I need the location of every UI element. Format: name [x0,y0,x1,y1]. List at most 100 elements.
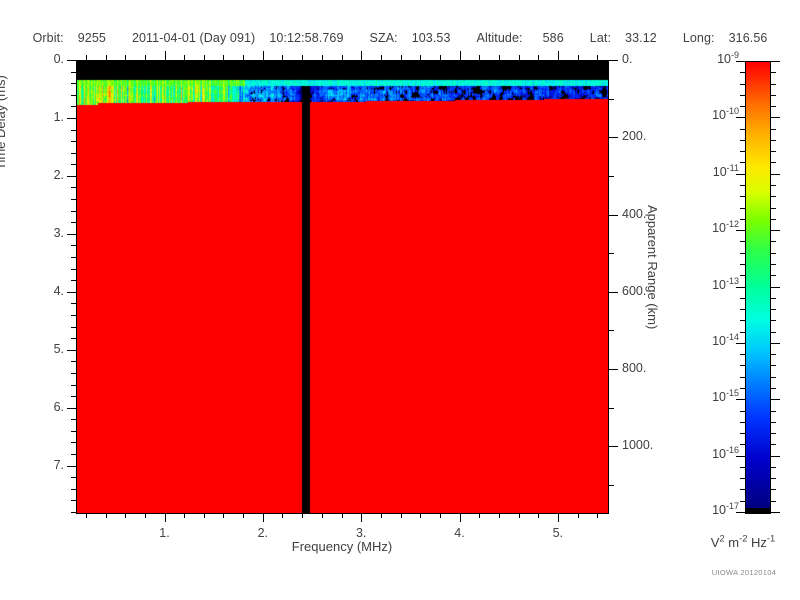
y-axis-tick [67,466,76,467]
colorbar-minor-tick-left [740,72,745,73]
x-axis-tick-top [106,55,107,60]
colorbar-minor-tick [771,332,776,333]
colorbar-tick-right [771,287,780,288]
x-axis-tick-top [479,55,480,60]
y-axis-tick [71,512,76,513]
x-axis-tick-label: 1. [159,526,170,540]
x-axis-tick-top [499,55,500,60]
x-axis-tick [204,513,205,518]
x-axis-tick-top [401,55,402,60]
long-value: 316.56 [728,31,768,45]
x-axis-tick [263,513,264,522]
y2-axis-tick [609,369,618,370]
y-axis-tick-label: 7. [53,457,64,472]
y-axis-tick [71,141,76,142]
y-axis-tick [67,176,76,177]
y2-axis-tick [609,292,618,293]
colorbar-minor-tick [771,72,776,73]
x-axis-tick [125,513,126,518]
colorbar-minor-tick-left [740,433,745,434]
x-axis-tick [538,513,539,518]
x-axis-tick-top [86,55,87,60]
y-axis-tick [67,234,76,235]
colorbar-tick [736,512,745,513]
colorbar-minor-tick [771,196,776,197]
y-axis-tick [71,396,76,397]
colorbar-tick-label: 10-12 [712,218,739,235]
x-axis-tick [479,513,480,518]
colorbar-minor-tick-left [740,185,745,186]
x-axis-tick-top [243,55,244,60]
colorbar-tick-right [771,456,780,457]
colorbar-minor-tick-left [740,365,745,366]
x-axis-tick-top [420,55,421,60]
x-axis-tick [381,513,382,518]
colorbar-minor-tick-left [740,275,745,276]
y-axis-tick-label: 3. [53,225,64,240]
y-axis-tick [71,500,76,501]
colorbar-minor-tick [771,219,776,220]
x-axis-tick-top [361,51,362,60]
y-axis-tick-label: 5. [53,341,64,356]
x-axis-tick [145,513,146,518]
units-hz-exp: -1 [766,533,776,544]
y-axis-tick [71,431,76,432]
units-v-exp: 2 [719,533,725,544]
colorbar-minor-tick [771,298,776,299]
units-m: m [724,535,740,550]
colorbar-minor-tick-left [740,241,745,242]
sza-value: 103.53 [411,31,451,45]
y-axis-tick [67,350,76,351]
y-axis-tick [71,373,76,374]
x-axis-tick-top [578,55,579,60]
x-axis-tick-top [204,55,205,60]
y2-axis-tick [609,60,618,61]
x-axis-tick-top [223,55,224,60]
x-axis-tick [106,513,107,518]
colorbar-minor-tick [771,129,776,130]
y-axis-tick [71,338,76,339]
y2-axis-tick [609,253,614,254]
y-axis-tick [71,442,76,443]
y-axis-tick [71,419,76,420]
y-axis-tick [71,199,76,200]
x-axis-tick [361,513,362,522]
colorbar-minor-tick [771,275,776,276]
colorbar-minor-tick [771,106,776,107]
colorbar-tick-label: 10-16 [712,444,739,461]
x-axis-tick-top [302,55,303,60]
colorbar-minor-tick-left [740,489,745,490]
x-axis-tick-top [125,55,126,60]
y-axis-tick [71,245,76,246]
colorbar-minor-tick-left [740,162,745,163]
x-axis-tick-top [519,55,520,60]
y-axis-tick [71,83,76,84]
colorbar-minor-tick [771,411,776,412]
y2-axis-tick-label: 200. [622,129,647,144]
colorbar-tick-right [771,117,780,118]
y-axis-tick [67,408,76,409]
colorbar-minor-tick [771,467,776,468]
orbit-label: Orbit: [32,31,64,45]
x-axis-tick [558,513,559,522]
x-axis-tick [440,513,441,518]
colorbar-tick-right [771,61,780,62]
colorbar-tick-label: 10-14 [712,331,739,348]
x-axis-tick-top [165,51,166,60]
y-axis-tick-label: 1. [53,109,64,124]
y-axis-tick [71,477,76,478]
colorbar-minor-tick-left [740,467,745,468]
figure-header: Orbit: 9255 2011-04-01 (Day 091) 10:12:58.7… [0,31,800,45]
colorbar-minor-tick [771,422,776,423]
colorbar-tick [736,343,745,344]
x-axis-tick [184,513,185,518]
colorbar-minor-tick-left [740,501,745,502]
colorbar-minor-tick-left [740,332,745,333]
y-axis-tick [71,164,76,165]
x-axis-tick-top [597,55,598,60]
x-axis-tick-top [538,55,539,60]
colorbar-tick-right [771,343,780,344]
x-axis-tick-top [342,55,343,60]
colorbar-minor-tick-left [740,264,745,265]
